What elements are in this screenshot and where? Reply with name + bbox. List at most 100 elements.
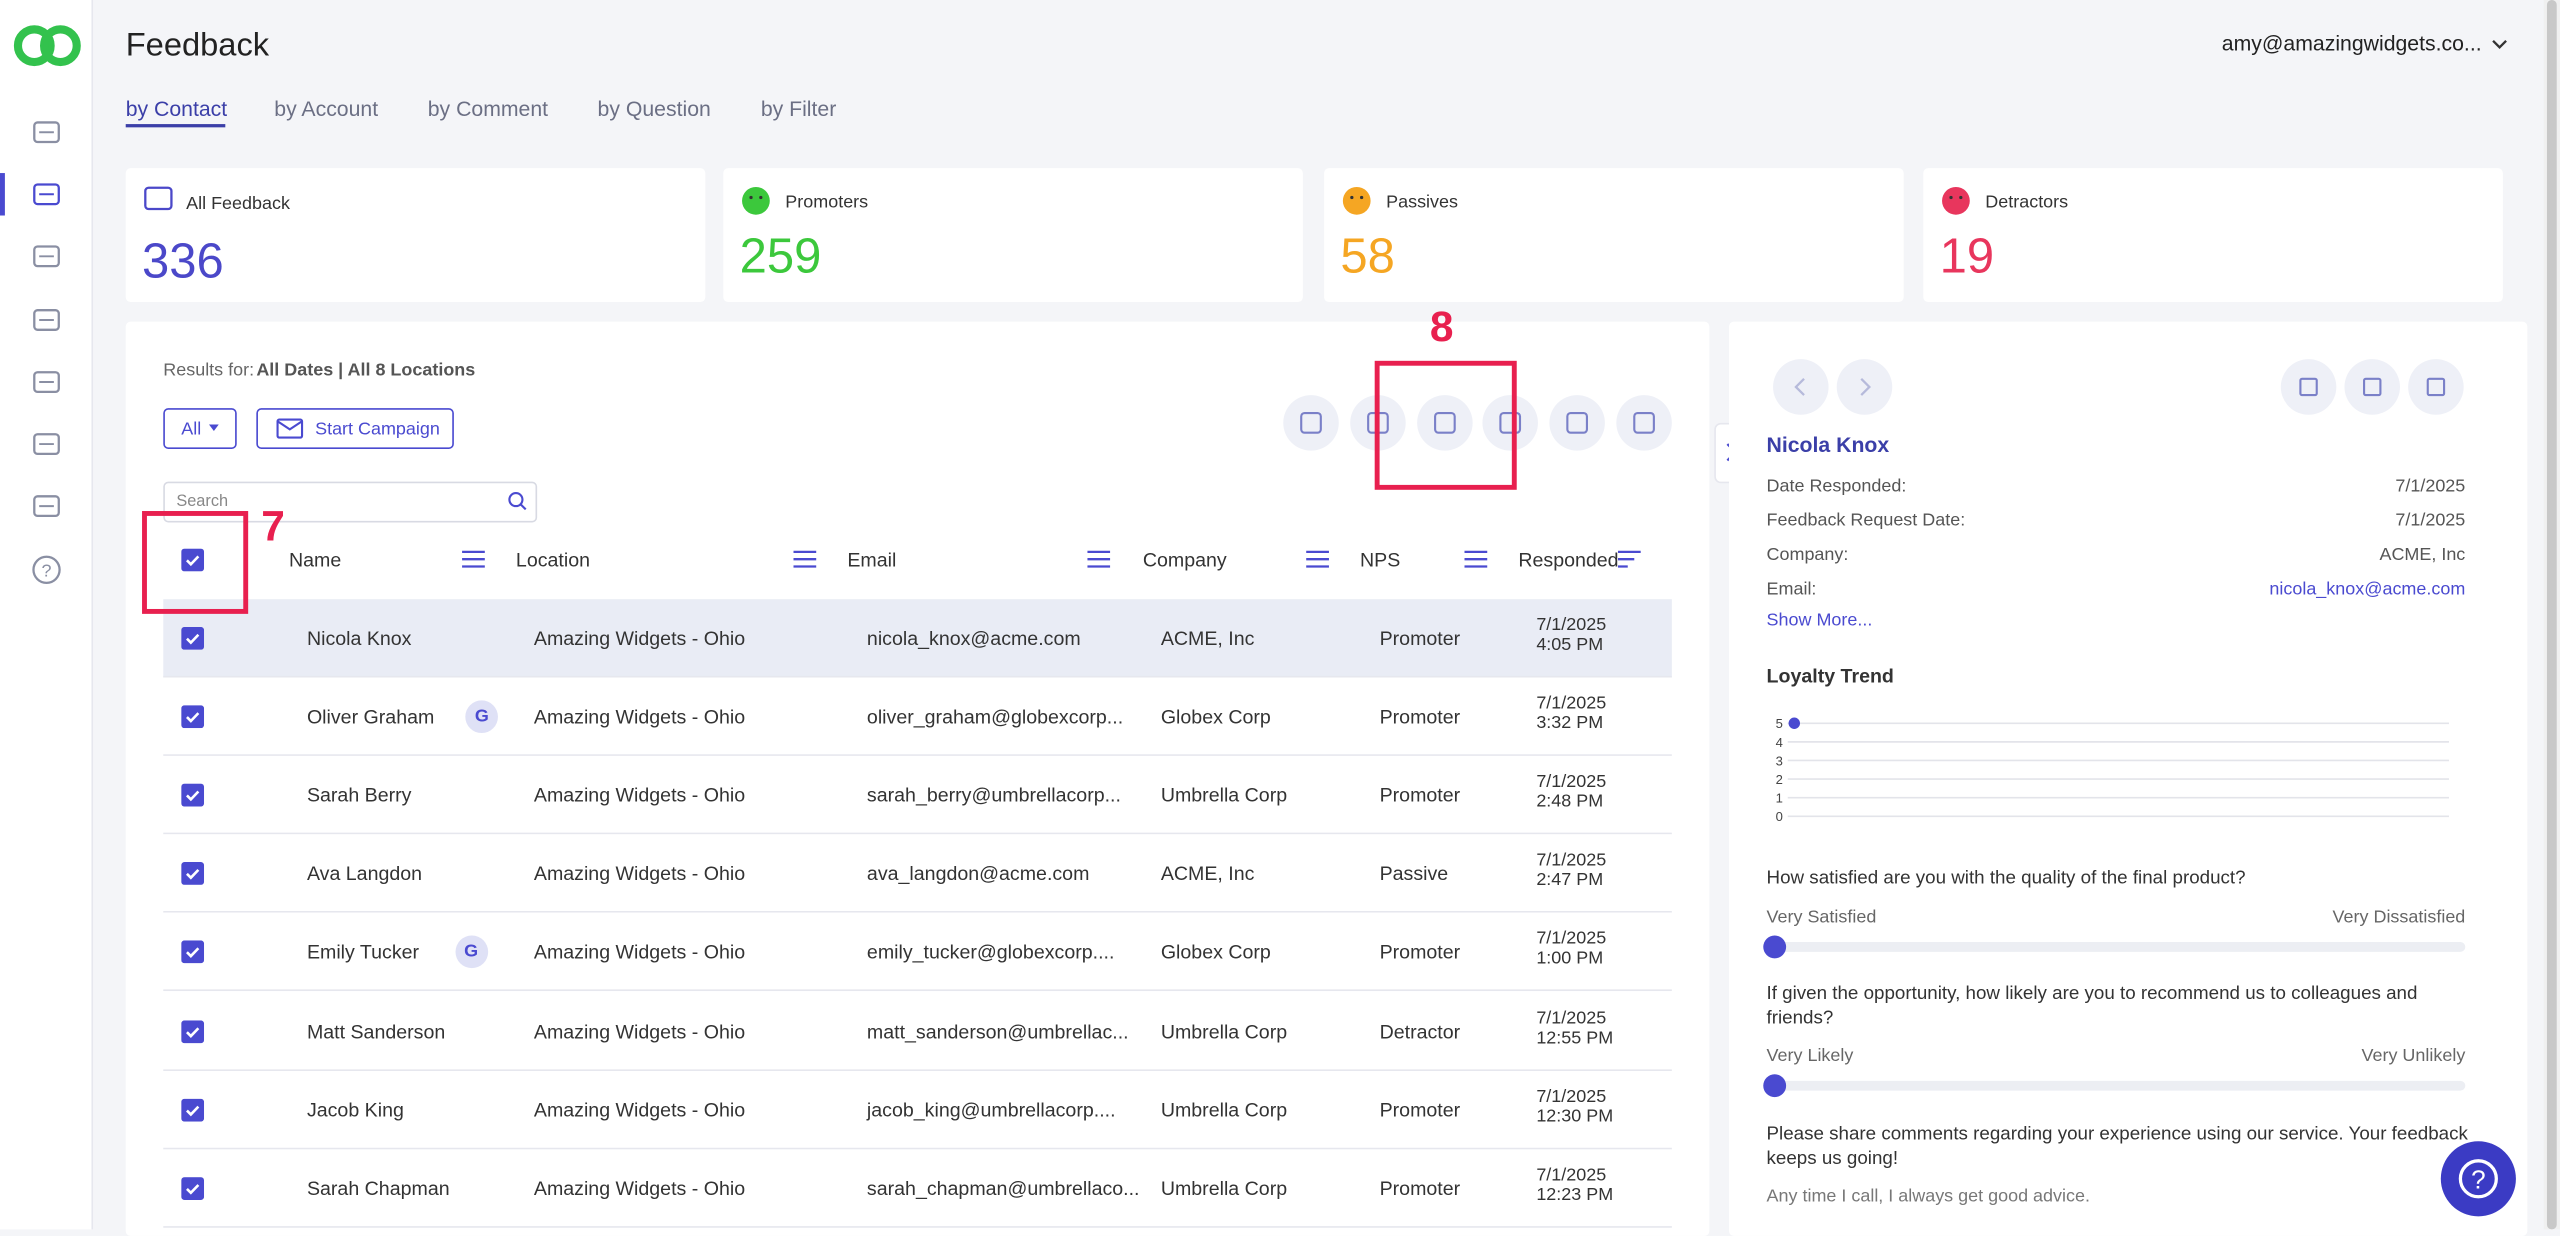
column-header[interactable]: NPS xyxy=(1359,548,1401,572)
table-row[interactable] xyxy=(163,834,1672,914)
contact-name[interactable]: Ava Langdon xyxy=(306,862,423,886)
button-icon xyxy=(1794,377,1805,396)
field-value[interactable]: nicola_knox@acme.com xyxy=(2269,579,2466,600)
toolbar-button[interactable] xyxy=(1417,395,1473,451)
nav-icon[interactable] xyxy=(31,305,62,334)
toolbar-icon xyxy=(1566,411,1588,434)
tab[interactable]: by Question xyxy=(597,96,711,121)
nav-button[interactable] xyxy=(1836,359,1893,415)
user-menu[interactable]: amy@amazingwidgets.co... xyxy=(2221,31,2482,56)
action-button[interactable] xyxy=(2280,359,2337,415)
source-badge-letter: G xyxy=(474,707,489,727)
nav-icon[interactable] xyxy=(31,242,62,271)
contact-name[interactable]: Matt Sanderson xyxy=(306,1019,446,1043)
nav-icon[interactable] xyxy=(31,491,62,520)
location: Amazing Widgets - Ohio xyxy=(533,783,746,807)
contact-name[interactable]: Sarah Berry xyxy=(306,783,412,807)
search-placeholder[interactable]: Search xyxy=(176,493,229,512)
toolbar-button[interactable] xyxy=(1549,395,1605,451)
button-icon xyxy=(2299,377,2318,397)
dropdown-caret[interactable] xyxy=(2491,36,2507,52)
question: If given the opportunity, how likely are… xyxy=(1766,984,2418,1029)
column-menu[interactable] xyxy=(1087,550,1111,568)
toolbar-button[interactable] xyxy=(1616,395,1672,451)
nav-icon[interactable] xyxy=(31,180,62,209)
stat-label: Promoters xyxy=(785,192,869,213)
column-header[interactable]: Name xyxy=(288,548,342,572)
column-header[interactable]: Email xyxy=(847,548,897,572)
table-row[interactable] xyxy=(163,677,1672,757)
column-menu[interactable] xyxy=(1306,550,1329,568)
checkbox[interactable] xyxy=(181,1176,205,1200)
stat-label: Detractors xyxy=(1985,192,2069,213)
nav-icon[interactable] xyxy=(31,429,62,458)
stat-label: All Feedback xyxy=(186,194,290,214)
campaign-button[interactable] xyxy=(256,408,454,449)
stat-card xyxy=(723,168,1303,303)
button-icon xyxy=(1860,377,1872,396)
table-row[interactable] xyxy=(163,756,1672,835)
column-header[interactable]: Responded xyxy=(1518,548,1619,572)
column-header[interactable]: Location xyxy=(515,548,590,572)
stat-label: Passives xyxy=(1386,192,1459,213)
column-menu[interactable] xyxy=(1464,550,1488,568)
table-row[interactable] xyxy=(163,1148,1672,1228)
contact-name[interactable]: Oliver Graham xyxy=(306,705,435,729)
show-more[interactable]: Show More... xyxy=(1766,610,1873,631)
contact-name[interactable]: Jacob King xyxy=(306,1098,404,1121)
checkbox[interactable] xyxy=(181,626,205,650)
tab-underline xyxy=(125,124,226,128)
tab[interactable]: by Account xyxy=(274,96,379,121)
checkbox[interactable] xyxy=(181,862,205,886)
contact-name[interactable]: Nicola Knox xyxy=(1766,432,1890,458)
toolbar-button[interactable] xyxy=(1482,395,1538,451)
location: Amazing Widgets - Ohio xyxy=(533,705,746,729)
active-indicator xyxy=(0,173,5,216)
column-menu[interactable] xyxy=(462,550,485,568)
help-button[interactable] xyxy=(2440,1141,2516,1217)
all-button[interactable] xyxy=(163,408,237,449)
action-button[interactable] xyxy=(2408,359,2464,415)
nav-icon[interactable] xyxy=(31,367,62,396)
search-box[interactable] xyxy=(163,481,538,523)
y-tick-label: 3 xyxy=(1776,753,1783,768)
location: Amazing Widgets - Ohio xyxy=(533,626,746,650)
nav-icon[interactable]: ? xyxy=(31,555,62,584)
checkbox[interactable] xyxy=(181,941,205,964)
checkbox[interactable] xyxy=(181,705,205,729)
all-button-label[interactable]: All xyxy=(181,419,202,440)
location: Amazing Widgets - Ohio xyxy=(533,941,746,964)
action-button[interactable] xyxy=(2344,359,2400,415)
company: ACME, Inc xyxy=(1160,626,1255,650)
scale-left: Very Satisfied xyxy=(1766,907,1877,928)
table-row[interactable] xyxy=(163,991,1672,1071)
toolbar-button[interactable] xyxy=(1283,395,1339,451)
nav-icon[interactable] xyxy=(31,118,62,147)
contact-name[interactable]: Emily Tucker xyxy=(306,941,420,964)
sort-icon[interactable] xyxy=(1617,550,1641,568)
tab[interactable]: by Contact xyxy=(125,96,228,121)
campaign-button-label[interactable]: Start Campaign xyxy=(315,419,440,440)
checkbox[interactable] xyxy=(181,548,205,572)
toolbar-icon xyxy=(1434,411,1456,434)
y-tick-label: 0 xyxy=(1776,809,1783,824)
tab[interactable]: by Comment xyxy=(427,96,549,121)
column-header[interactable]: Company xyxy=(1142,548,1227,572)
table-row[interactable] xyxy=(163,599,1672,678)
field-value: 7/1/2025 xyxy=(2395,476,2466,497)
tab[interactable]: by Filter xyxy=(760,96,837,121)
nav-button[interactable] xyxy=(1773,359,1829,415)
contact-name[interactable]: Sarah Chapman xyxy=(306,1176,450,1200)
column-menu[interactable] xyxy=(793,550,817,568)
contact-name[interactable]: Nicola Knox xyxy=(306,626,412,650)
stat-value: 58 xyxy=(1340,230,1395,285)
table-row[interactable] xyxy=(163,913,1672,992)
nps: Promoter xyxy=(1379,626,1461,650)
checkbox[interactable] xyxy=(181,1098,205,1121)
checkbox[interactable] xyxy=(181,1019,205,1043)
svg-text:?: ? xyxy=(2471,1165,2486,1195)
checkbox[interactable] xyxy=(181,783,205,807)
stat-icon xyxy=(1942,186,1970,215)
table-row[interactable] xyxy=(163,1070,1672,1149)
source-badge xyxy=(454,936,488,969)
